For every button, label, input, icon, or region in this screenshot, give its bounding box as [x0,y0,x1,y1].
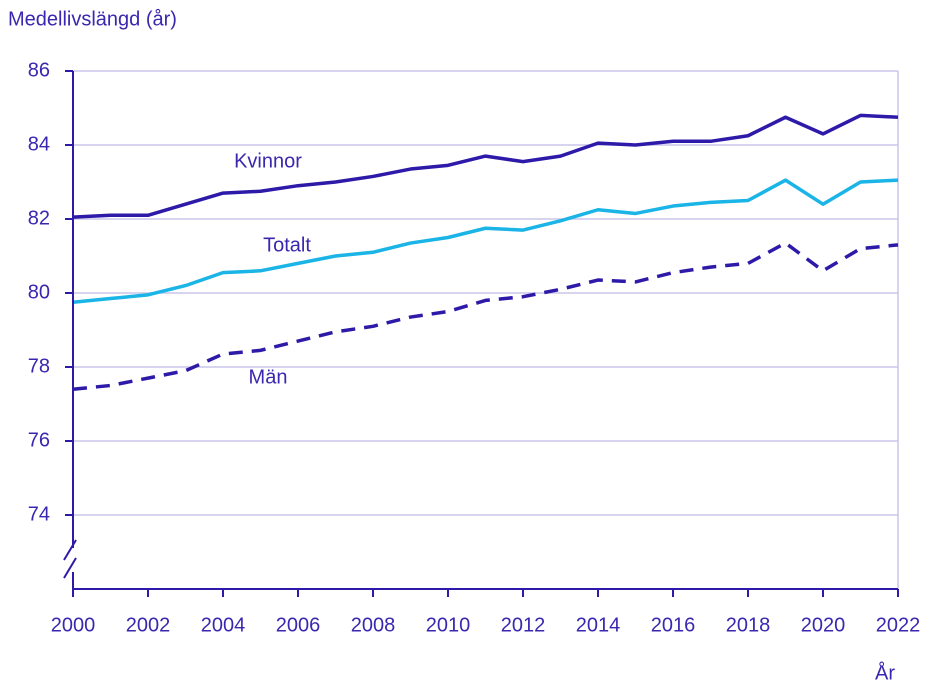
x-tick-label: 2012 [501,614,546,636]
x-tick-label: 2018 [726,614,771,636]
series-line [72,241,899,391]
series-line [72,113,899,219]
series-label: Män [249,366,288,388]
axis-break [63,557,77,579]
x-tick-label: 2004 [201,614,246,636]
y-tick-label: 78 [28,355,50,377]
x-tick-label: 2002 [126,614,171,636]
y-axis-label: Medellivslängd (år) [8,8,177,30]
axis-break [63,539,77,561]
y-tick-label: 82 [28,207,50,229]
series-label: Totalt [263,234,311,256]
x-tick-label: 2006 [276,614,321,636]
x-tick-label: 2014 [576,614,621,636]
y-tick-label: 80 [28,281,50,303]
y-tick-label: 86 [28,59,50,81]
x-tick-label: 2010 [426,614,471,636]
series-label: Kvinnor [234,150,302,172]
y-tick-label: 74 [28,503,50,525]
series-line [72,178,899,304]
x-tick-label: 2016 [651,614,696,636]
x-tick-label: 2000 [51,614,96,636]
y-tick-label: 84 [28,133,50,155]
x-tick-label: 2022 [876,614,921,636]
x-tick-label: 2020 [801,614,846,636]
x-axis-label: År [875,661,895,684]
x-tick-label: 2008 [351,614,396,636]
y-tick-label: 76 [28,429,50,451]
